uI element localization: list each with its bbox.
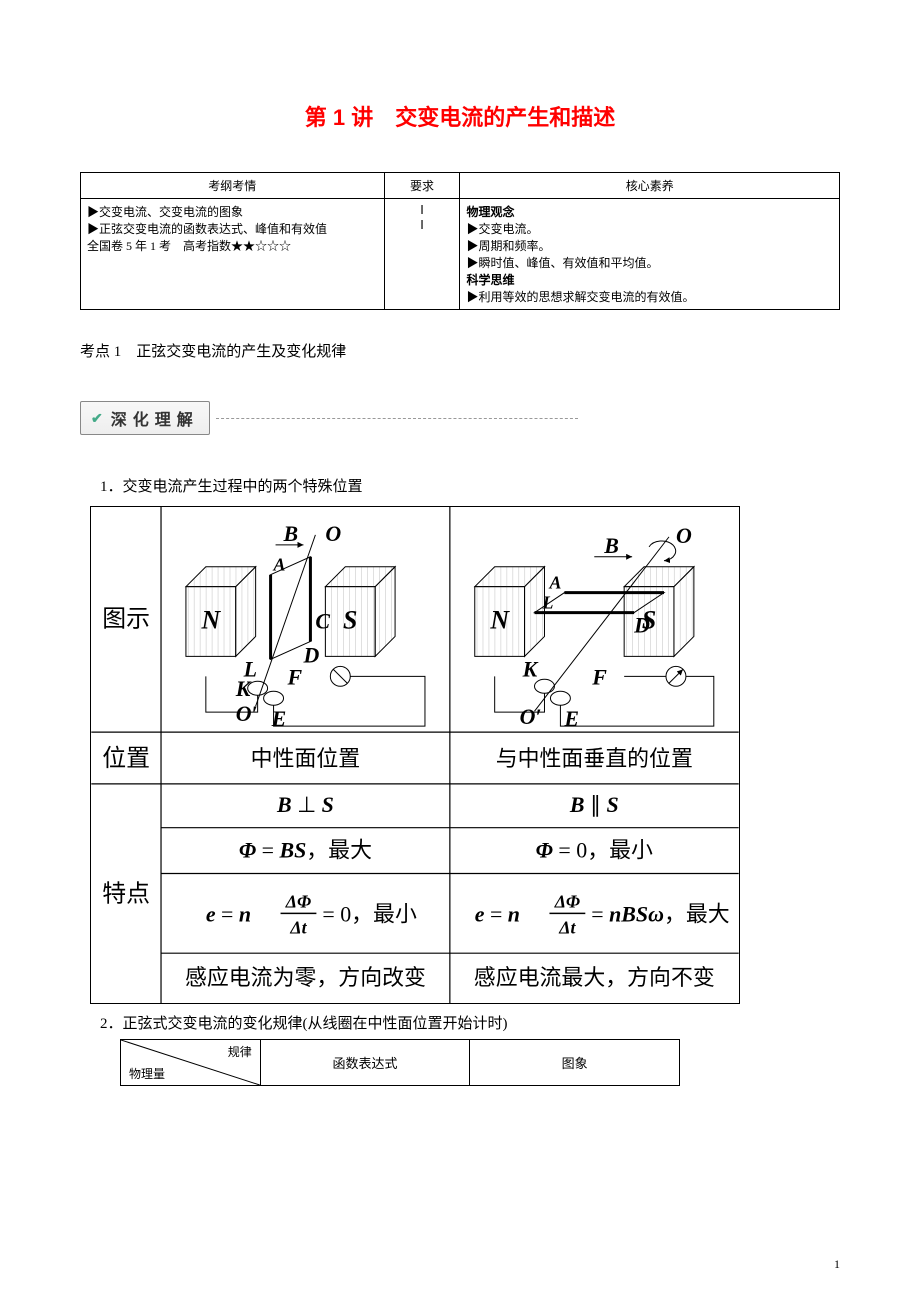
svg-text:K: K xyxy=(235,676,252,701)
svg-text:B ∥ S: B ∥ S xyxy=(569,792,619,817)
svg-text:感应电流为零，方向改变: 感应电流为零，方向改变 xyxy=(185,965,426,990)
svg-text:N: N xyxy=(489,606,510,635)
svg-text:B: B xyxy=(283,521,299,546)
page-number: 1 xyxy=(834,1257,840,1272)
sub-heading-1: 1．交变电流产生过程中的两个特殊位置 xyxy=(100,475,840,496)
rules-diag-bottom: 物理量 xyxy=(129,1065,165,1082)
svg-text:E: E xyxy=(271,706,287,731)
svg-text:图示: 图示 xyxy=(102,607,150,633)
rules-diag-top: 规律 xyxy=(228,1043,252,1060)
syllabus-col1-line: ▶交变电流、交变电流的图象 xyxy=(87,203,378,220)
svg-text:Δt: Δt xyxy=(558,917,576,937)
svg-text:e = n: e = n xyxy=(206,901,251,926)
svg-text:O′: O′ xyxy=(236,701,258,726)
svg-text:= nBSω，最大: = nBSω，最大 xyxy=(591,901,729,926)
syllabus-col1: ▶交变电流、交变电流的图象 ▶正弦交变电流的函数表达式、峰值和有效值 全国卷 5… xyxy=(81,199,385,310)
syllabus-header-1: 考纲考情 xyxy=(81,173,385,199)
positions-figure: .cell-border { stroke:#000; stroke-width… xyxy=(90,506,740,1004)
svg-text:C: C xyxy=(315,609,330,634)
syllabus-col3: 物理观念 ▶交变电流。 ▶周期和频率。 ▶瞬时值、峰值、有效值和平均值。 科学思… xyxy=(460,199,840,310)
syllabus-req: Ⅰ xyxy=(391,203,454,218)
svg-text:A: A xyxy=(273,555,286,575)
syllabus-col3-line: ▶瞬时值、峰值、有效值和平均值。 xyxy=(466,254,833,271)
svg-text:B: B xyxy=(603,533,619,558)
check-icon: ✔ xyxy=(91,410,103,427)
svg-text:O: O xyxy=(325,521,341,546)
syllabus-col3-line: ▶周期和频率。 xyxy=(466,237,833,254)
syllabus-col1-line: ▶正弦交变电流的函数表达式、峰值和有效值 xyxy=(87,220,378,237)
svg-text:D: D xyxy=(633,612,650,637)
svg-text:O: O xyxy=(676,523,692,548)
svg-text:B ⊥ S: B ⊥ S xyxy=(276,792,334,817)
svg-text:A: A xyxy=(548,573,561,593)
svg-text:位置: 位置 xyxy=(102,745,150,772)
syllabus-col1-line: 全国卷 5 年 1 考 高考指数★★☆☆☆ xyxy=(87,237,378,254)
syllabus-col3-line: 物理观念 xyxy=(466,203,833,220)
svg-text:e = n: e = n xyxy=(475,901,520,926)
rules-header-1: 函数表达式 xyxy=(260,1040,470,1086)
svg-text:O′: O′ xyxy=(520,704,542,729)
rules-header-2: 图象 xyxy=(470,1040,680,1086)
lesson-title: 第 1 讲 交变电流的产生和描述 xyxy=(80,100,840,132)
svg-text:Δt: Δt xyxy=(289,917,307,937)
deep-understand-banner: ✔ 深化理解 xyxy=(80,401,578,435)
dash-line-decoration xyxy=(418,418,578,419)
dash-line-decoration xyxy=(216,418,416,419)
svg-text:特点: 特点 xyxy=(102,880,150,907)
rules-diag-cell: 规律 物理量 xyxy=(121,1040,261,1086)
svg-text:F: F xyxy=(591,664,607,689)
svg-text:与中性面垂直的位置: 与中性面垂直的位置 xyxy=(496,746,693,771)
section-1-heading: 考点 1 正弦交变电流的产生及变化规律 xyxy=(80,340,840,361)
syllabus-req: Ⅰ xyxy=(391,218,454,233)
syllabus-col3-line: ▶交变电流。 xyxy=(466,220,833,237)
svg-text:感应电流最大，方向不变: 感应电流最大，方向不变 xyxy=(474,965,715,990)
sub-heading-2: 2．正弦式交变电流的变化规律(从线圈在中性面位置开始计时) xyxy=(100,1012,840,1033)
syllabus-header-3: 核心素养 xyxy=(460,173,840,199)
syllabus-col2: Ⅰ Ⅰ xyxy=(384,199,460,310)
syllabus-header-2: 要求 xyxy=(384,173,460,199)
svg-text:中性面位置: 中性面位置 xyxy=(251,746,361,771)
svg-text:ΔΦ: ΔΦ xyxy=(554,891,580,911)
svg-text:F: F xyxy=(287,664,303,689)
syllabus-table: 考纲考情 要求 核心素养 ▶交变电流、交变电流的图象 ▶正弦交变电流的函数表达式… xyxy=(80,172,840,310)
svg-text:N: N xyxy=(200,606,221,635)
syllabus-col3-line: ▶利用等效的思想求解交变电流的有效值。 xyxy=(466,288,833,305)
svg-text:D: D xyxy=(302,642,319,667)
svg-text:S: S xyxy=(343,606,357,635)
rules-table: 规律 物理量 函数表达式 图象 xyxy=(120,1039,680,1086)
svg-text:L: L xyxy=(541,593,553,613)
svg-text:Φ = BS，最大: Φ = BS，最大 xyxy=(239,838,372,863)
svg-text:K: K xyxy=(522,656,539,681)
syllabus-col3-line: 科学思维 xyxy=(466,271,833,288)
svg-text:ΔΦ: ΔΦ xyxy=(285,891,311,911)
svg-text:E: E xyxy=(563,706,579,731)
deep-understand-label: 深化理解 xyxy=(111,406,199,430)
svg-text:= 0，最小: = 0，最小 xyxy=(322,901,417,926)
svg-text:Φ = 0，最小: Φ = 0，最小 xyxy=(536,838,653,863)
